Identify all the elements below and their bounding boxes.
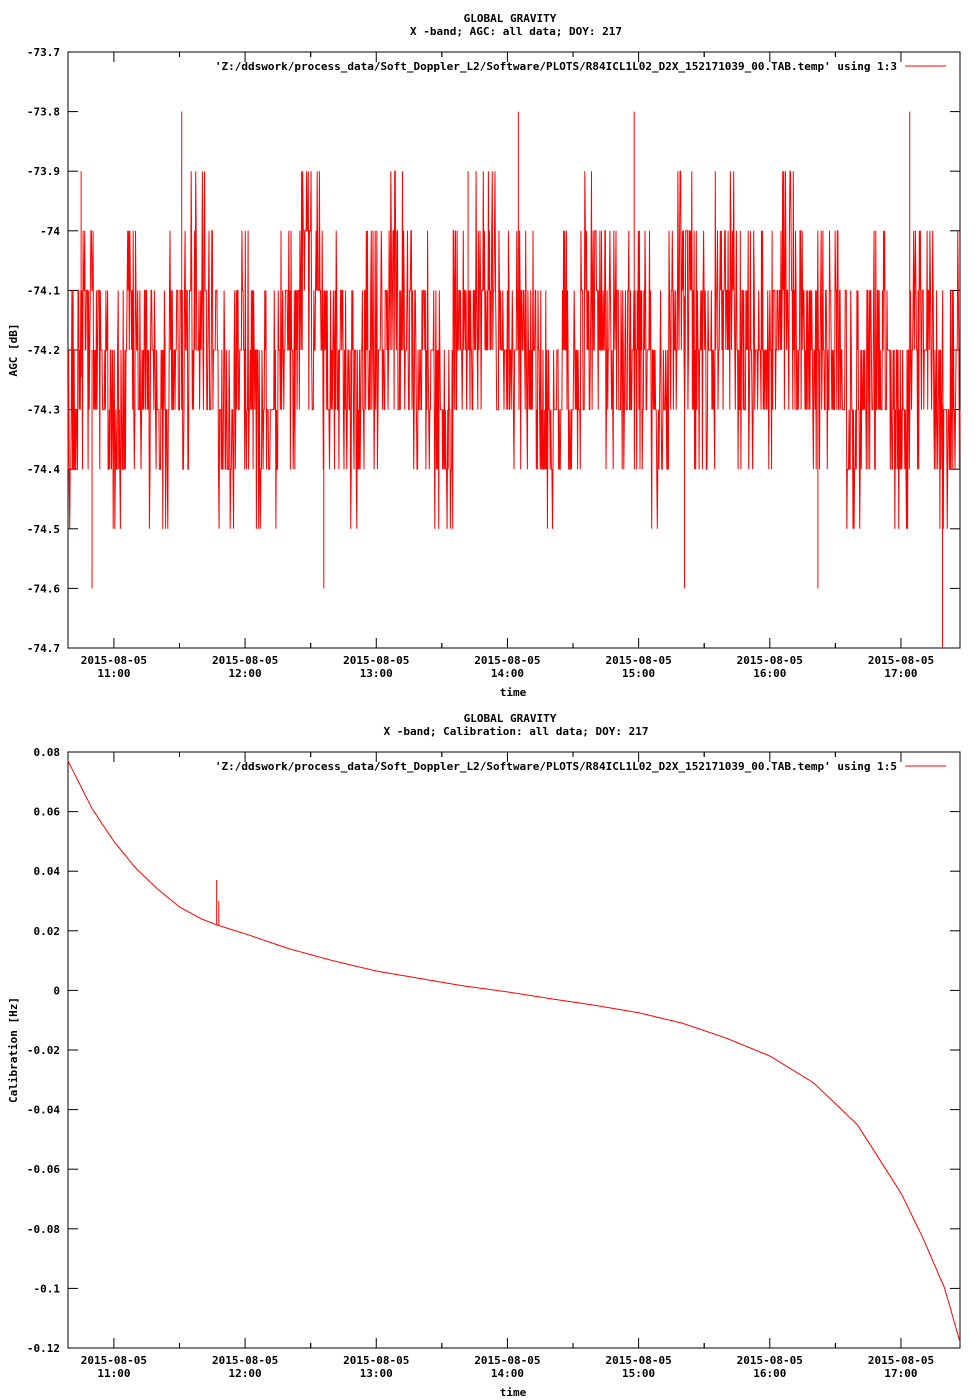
agc-x-tick-time: 17:00 — [884, 667, 917, 680]
agc-x-tick-time: 16:00 — [753, 667, 786, 680]
calibration-x-tick-date: 2015-08-05 — [606, 1354, 672, 1367]
agc-y-tick-label: -74 — [40, 225, 60, 238]
agc-x-tick-time: 11:00 — [97, 667, 130, 680]
agc-x-tick-date: 2015-08-05 — [606, 654, 672, 667]
calibration-y-tick-label: 0.02 — [34, 925, 61, 938]
agc-y-tick-label: -74.3 — [27, 404, 60, 417]
agc-y-axis-label: AGC [dB] — [7, 324, 20, 377]
agc-y-tick-label: -74.5 — [27, 523, 60, 536]
calibration-y-tick-label: 0.04 — [34, 865, 61, 878]
calibration-y-tick-label: -0.08 — [27, 1223, 60, 1236]
agc-y-tick-label: -74.6 — [27, 582, 60, 595]
agc-y-tick-label: -74.4 — [27, 463, 60, 476]
calibration-y-tick-label: -0.12 — [27, 1342, 60, 1355]
agc-series-line — [67, 170, 961, 529]
agc-y-tick-label: -73.9 — [27, 165, 60, 178]
calibration-chart-title: GLOBAL GRAVITY — [464, 712, 557, 725]
calibration-x-tick-date: 2015-08-05 — [343, 1354, 409, 1367]
agc-y-tick-label: -73.8 — [27, 106, 60, 119]
agc-x-tick-date: 2015-08-05 — [737, 654, 803, 667]
agc-chart-subtitle: X -band; AGC: all data; DOY: 217 — [410, 25, 622, 38]
calibration-legend-label: 'Z:/ddswork/process_data/Soft_Doppler_L2… — [215, 760, 897, 773]
calibration-x-tick-time: 14:00 — [491, 1367, 524, 1380]
calibration-y-tick-label: -0.06 — [27, 1163, 60, 1176]
agc-x-tick-date: 2015-08-05 — [212, 654, 278, 667]
calibration-y-tick-label: -0.02 — [27, 1044, 60, 1057]
calibration-x-tick-time: 12:00 — [229, 1367, 262, 1380]
calibration-x-tick-date: 2015-08-05 — [737, 1354, 803, 1367]
calibration-y-tick-label: -0.04 — [27, 1104, 60, 1117]
agc-x-tick-date: 2015-08-05 — [868, 654, 934, 667]
agc-x-tick-time: 15:00 — [622, 667, 655, 680]
agc-chart: GLOBAL GRAVITY X -band; AGC: all data; D… — [7, 12, 961, 699]
calibration-x-tick-date: 2015-08-05 — [868, 1354, 934, 1367]
agc-y-tick-label: -74.1 — [27, 284, 60, 297]
agc-y-tick-label: -74.2 — [27, 344, 60, 357]
calibration-plot-frame — [67, 751, 961, 1349]
calibration-x-tick-date: 2015-08-05 — [81, 1354, 147, 1367]
agc-legend-label: 'Z:/ddswork/process_data/Soft_Doppler_L2… — [215, 60, 897, 73]
calibration-series-line — [67, 760, 961, 1343]
calibration-y-tick-label: 0 — [53, 984, 60, 997]
agc-plot-frame — [67, 51, 961, 649]
calibration-x-tick-time: 13:00 — [360, 1367, 393, 1380]
agc-x-tick-date: 2015-08-05 — [81, 654, 147, 667]
calibration-y-axis-label: Calibration [Hz] — [7, 997, 20, 1103]
calibration-x-tick-date: 2015-08-05 — [474, 1354, 540, 1367]
calibration-y-tick-label: 0.08 — [34, 746, 61, 759]
calibration-y-tick-label: 0.06 — [34, 806, 61, 819]
agc-x-tick-time: 13:00 — [360, 667, 393, 680]
calibration-x-tick-time: 15:00 — [622, 1367, 655, 1380]
calibration-chart: GLOBAL GRAVITY X -band; Calibration: all… — [7, 712, 961, 1399]
agc-x-tick-date: 2015-08-05 — [343, 654, 409, 667]
calibration-x-tick-time: 11:00 — [97, 1367, 130, 1380]
agc-y-tick-label: -73.7 — [27, 46, 60, 59]
calibration-x-tick-time: 17:00 — [884, 1367, 917, 1380]
agc-x-tick-date: 2015-08-05 — [474, 654, 540, 667]
calibration-y-tick-label: -0.1 — [34, 1282, 61, 1295]
agc-x-tick-time: 14:00 — [491, 667, 524, 680]
calibration-chart-subtitle: X -band; Calibration: all data; DOY: 217 — [384, 725, 649, 738]
calibration-x-tick-time: 16:00 — [753, 1367, 786, 1380]
agc-x-axis-label: time — [500, 686, 527, 699]
agc-chart-title: GLOBAL GRAVITY — [464, 12, 557, 25]
calibration-x-axis-label: time — [500, 1386, 527, 1399]
agc-y-tick-label: -74.7 — [27, 642, 60, 655]
agc-x-tick-time: 12:00 — [229, 667, 262, 680]
calibration-x-tick-date: 2015-08-05 — [212, 1354, 278, 1367]
